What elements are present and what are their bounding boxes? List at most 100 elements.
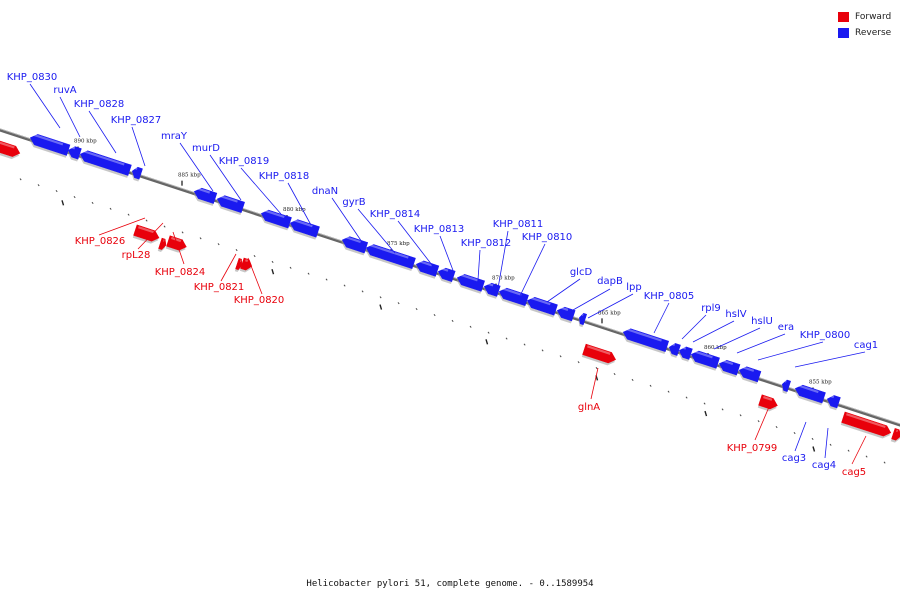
gene-label-lpp[interactable]: lpp: [626, 282, 641, 293]
gene-forward-block[interactable]: [165, 235, 188, 255]
block-body: [456, 274, 485, 292]
gene-label-glcd[interactable]: glcD: [570, 267, 593, 278]
gene-label-glna[interactable]: glnA: [578, 402, 600, 413]
block-body: [668, 343, 681, 356]
gene-label-khp-0824[interactable]: KHP_0824: [155, 267, 206, 278]
strand-legend: Forward Reverse: [838, 9, 891, 41]
gene-glcd-block[interactable]: [525, 295, 558, 318]
gene-label-khp-0811[interactable]: KHP_0811: [493, 219, 544, 230]
gene-cag4-block[interactable]: [825, 394, 841, 411]
gene-label-khp-0828[interactable]: KHP_0828: [74, 99, 125, 110]
gene-era-block[interactable]: [717, 358, 741, 378]
block-body: [415, 260, 440, 277]
gene-forward-block[interactable]: [234, 258, 244, 273]
gene-label-murd[interactable]: murD: [192, 143, 220, 154]
gene-label-khp-0827[interactable]: KHP_0827: [111, 115, 162, 126]
gene-label-cag5[interactable]: cag5: [842, 467, 866, 478]
gene-label-cag3[interactable]: cag3: [782, 453, 806, 464]
gene-forward-block[interactable]: [757, 394, 779, 413]
gene-khp-0805-block[interactable]: [621, 327, 670, 355]
track-dash: [307, 272, 310, 275]
gene-label-hslv[interactable]: hslV: [725, 309, 746, 320]
leader-line: [794, 421, 807, 452]
gene-khp-0811-block[interactable]: [482, 281, 501, 299]
block-highlight: [369, 243, 409, 259]
gene-forward-block[interactable]: [840, 411, 893, 440]
gene-khp-0812-block[interactable]: [455, 272, 485, 294]
gene-forward-block[interactable]: [157, 237, 168, 253]
legend-item-reverse[interactable]: Reverse: [838, 25, 891, 41]
track-dash: [505, 337, 508, 340]
tick-label: 890 kbp: [74, 139, 97, 145]
gene-label-khp-0810[interactable]: KHP_0810: [522, 232, 573, 243]
gene-label-khp-0812[interactable]: KHP_0812: [461, 238, 512, 249]
block-body: [235, 258, 243, 270]
gene-label-khp-0800[interactable]: KHP_0800: [800, 330, 851, 341]
leader-line: [692, 320, 735, 343]
gene-label-dnan[interactable]: dnaN: [312, 186, 338, 197]
tick-label: 855 kbp: [809, 380, 832, 386]
gene-khp-0828-block[interactable]: [78, 149, 132, 178]
gene-label-khp-0820[interactable]: KHP_0820: [234, 295, 285, 306]
gene-lpp-block[interactable]: [577, 312, 588, 328]
gene-khp-0818-block[interactable]: [288, 218, 320, 240]
gene-label-rpl28[interactable]: rpL28: [122, 250, 151, 261]
gene-label-khp-0805[interactable]: KHP_0805: [644, 291, 695, 302]
gene-gyrb-block[interactable]: [364, 243, 416, 272]
gene-label-khp-0819[interactable]: KHP_0819: [219, 156, 270, 167]
gene-cag1-block[interactable]: [780, 379, 791, 395]
legend-item-forward[interactable]: Forward: [838, 9, 891, 25]
gene-ruva-block[interactable]: [66, 145, 82, 162]
gene-khp-0813-block[interactable]: [436, 266, 456, 285]
block-body: [556, 306, 576, 322]
gene-khp-0830-block[interactable]: [28, 132, 71, 158]
gene-forward-block[interactable]: [0, 138, 22, 161]
track-dash: [343, 284, 346, 287]
track-dash: [883, 461, 886, 464]
gene-hslu-block[interactable]: [689, 349, 720, 371]
gene-label-khp-0830[interactable]: KHP_0830: [7, 72, 58, 83]
gene-mray-block[interactable]: [192, 186, 218, 206]
gene-label-mray[interactable]: mraY: [161, 131, 188, 142]
gene-khp-0827-block[interactable]: [130, 166, 143, 182]
leader-line: [713, 327, 761, 350]
gene-label-cag4[interactable]: cag4: [812, 460, 836, 471]
gene-murd-block[interactable]: [215, 194, 245, 216]
track-dash: [865, 455, 868, 458]
gene-label-khp-0818[interactable]: KHP_0818: [259, 171, 310, 182]
gene-rpl9-block[interactable]: [667, 342, 681, 358]
gene-khp-0800-block[interactable]: [737, 365, 762, 385]
gene-forward-block[interactable]: [132, 224, 161, 246]
gene-label-cag1[interactable]: cag1: [854, 340, 878, 351]
gene-label-hslu[interactable]: hslU: [751, 316, 773, 327]
gene-label-khp-0821[interactable]: KHP_0821: [194, 282, 245, 293]
track-dash: [37, 184, 40, 187]
gene-label-gyrb[interactable]: gyrB: [342, 197, 365, 208]
leader-line: [179, 142, 214, 192]
gene-label-ruva[interactable]: ruvA: [53, 85, 76, 96]
gene-label-khp-0814[interactable]: KHP_0814: [370, 209, 421, 220]
gene-label-khp-0813[interactable]: KHP_0813: [414, 224, 465, 235]
gene-label-rpl9[interactable]: rpl9: [701, 303, 721, 314]
track-dash: [775, 426, 778, 429]
kbp-ticks: 890 kbp 885 kbp 880 kbp 875 kbp 870 kbp 865 k…: [74, 139, 832, 393]
gene-khp-0814-block[interactable]: [414, 259, 440, 279]
block-highlight: [846, 413, 886, 429]
gene-khp-0819-block[interactable]: [259, 208, 292, 231]
gene-forward-block[interactable]: [581, 343, 618, 367]
track-dash: [55, 190, 58, 193]
gene-label-era[interactable]: era: [778, 322, 794, 333]
gene-khp-0810-block[interactable]: [497, 286, 529, 309]
gene-label-khp-0799[interactable]: KHP_0799: [727, 443, 778, 454]
gene-cag3-block[interactable]: [793, 383, 826, 406]
gene-dapb-block[interactable]: [555, 305, 576, 324]
block-body: [738, 366, 762, 383]
gene-label-dapb[interactable]: dapB: [597, 276, 623, 287]
gene-forward-block[interactable]: [890, 428, 900, 443]
gene-hslv-block[interactable]: [677, 345, 693, 362]
block-body: [79, 150, 132, 176]
block-highlight: [487, 282, 494, 287]
gene-label-khp-0826[interactable]: KHP_0826: [75, 236, 126, 247]
leader-line: [209, 154, 242, 201]
gene-dnan-block[interactable]: [340, 235, 369, 256]
